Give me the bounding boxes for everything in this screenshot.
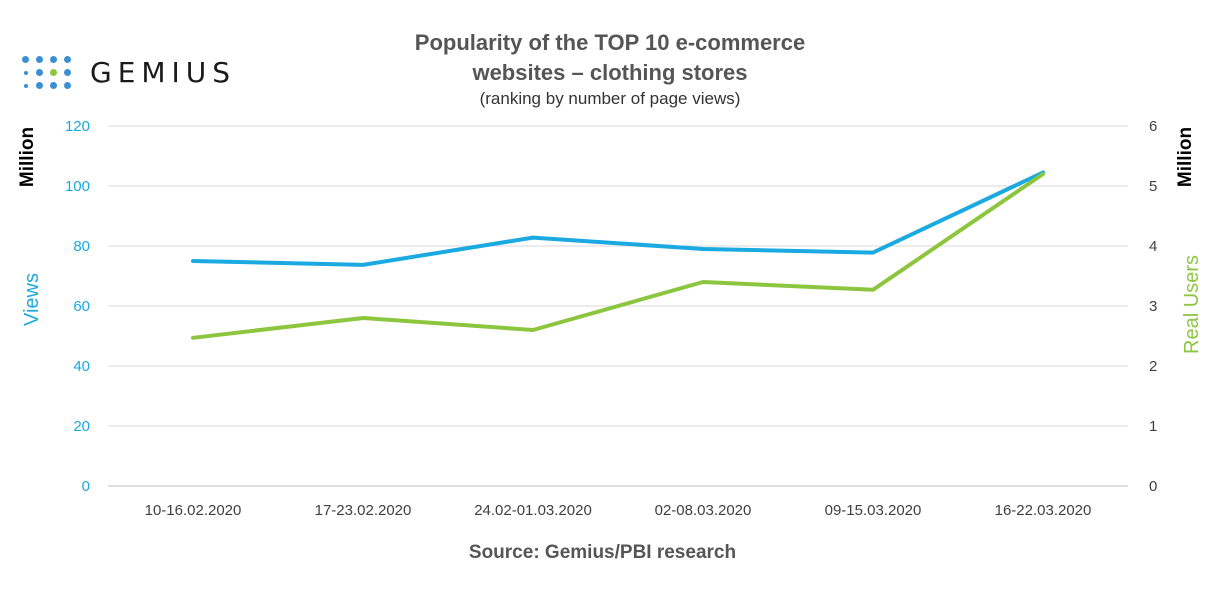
chart-title-line-2: websites – clothing stores [472,60,748,85]
right-tick-label: 1 [1149,418,1157,435]
x-tick-label: 02-08.03.2020 [655,502,752,519]
left-tick-label: 0 [82,478,90,495]
chart-subtitle: (ranking by number of page views) [479,89,741,108]
source-note: Source: Gemius/PBI research [468,542,737,563]
chart-title-block: Popularity of the TOP 10 e-commerce webs… [360,28,860,110]
right-tick-label: 3 [1149,298,1157,315]
x-tick-label: 17-23.02.2020 [315,502,412,519]
chart-title-line-1: Popularity of the TOP 10 e-commerce [414,30,806,55]
right-tick-label: 5 [1149,178,1157,195]
logo-dots-icon [22,56,72,89]
x-tick-label: 16-22.03.2020 [995,502,1092,519]
gemius-logo: GEMIUS [22,56,236,89]
right-tick-label: 6 [1149,118,1157,135]
right-tick-label: 4 [1149,238,1157,255]
left-tick-label: 80 [73,238,90,255]
left-tick-label: 20 [73,418,90,435]
x-tick-label: 10-16.02.2020 [145,502,242,519]
x-tick-label: 24.02-01.03.2020 [474,502,592,519]
x-tick-label: 09-15.03.2020 [825,502,922,519]
right-tick-label: 2 [1149,358,1157,375]
real-users-series-line [191,172,1045,340]
left-tick-label: 120 [65,118,90,135]
left-tick-label: 60 [73,298,90,315]
right-tick-label: 0 [1149,478,1157,495]
views-series-line [191,170,1045,267]
left-tick-label: 100 [65,178,90,195]
logo-text: GEMIUS [90,56,237,89]
left-tick-label: 40 [73,358,90,375]
